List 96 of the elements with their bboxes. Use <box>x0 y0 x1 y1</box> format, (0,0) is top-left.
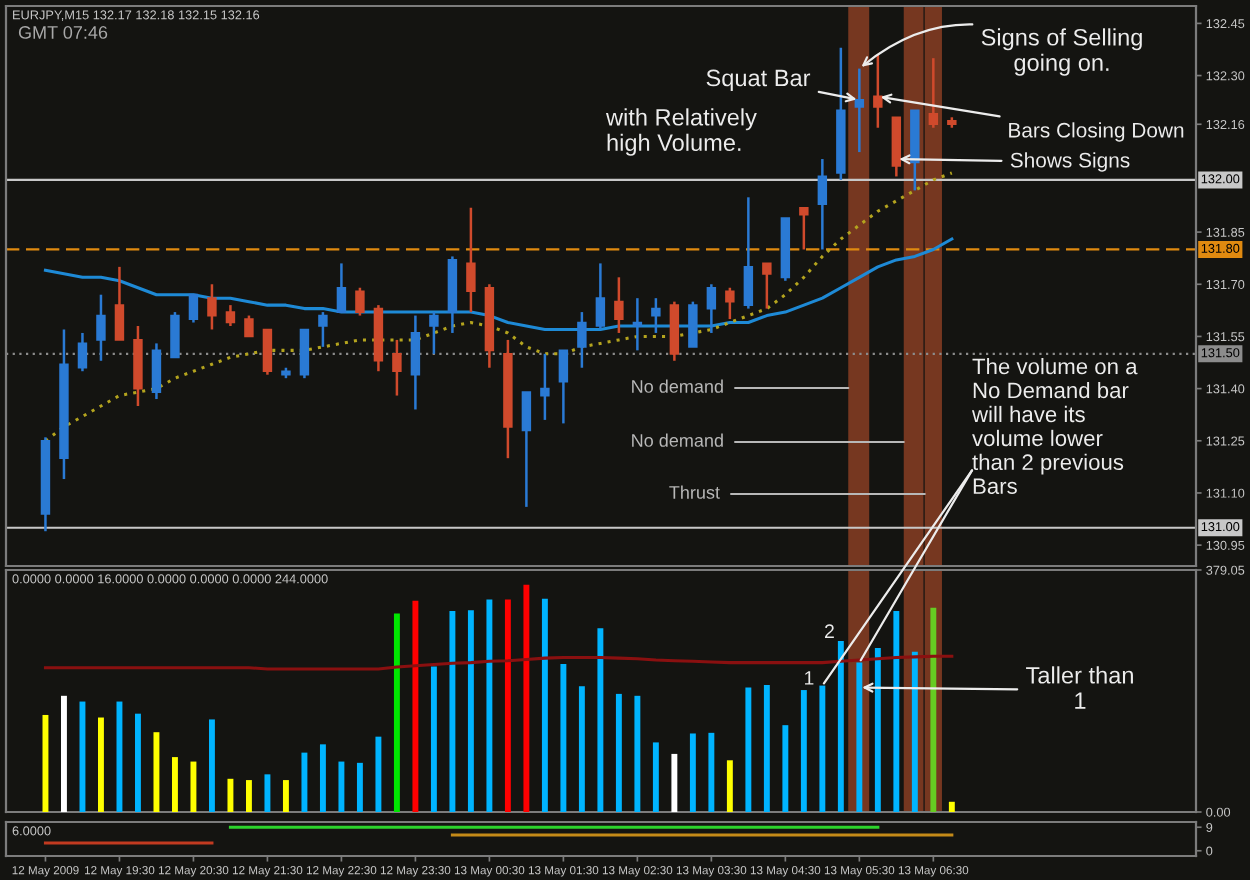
candlestick <box>928 56 939 129</box>
bar <box>61 695 67 812</box>
candlestick <box>521 390 532 509</box>
band-label: Thrust <box>669 485 720 499</box>
bar <box>486 599 493 812</box>
candlestick <box>466 206 476 314</box>
candlestick <box>540 352 550 422</box>
bar <box>467 610 474 812</box>
annotation: 1 <box>805 671 814 685</box>
bar <box>837 640 844 812</box>
candlestick <box>318 310 328 349</box>
candlestick <box>151 342 162 401</box>
candlestick <box>817 157 828 251</box>
annotation: 2 <box>825 624 834 638</box>
bar <box>763 684 770 812</box>
bar <box>153 732 160 812</box>
annotation: Taller than 1 <box>1026 666 1133 709</box>
annotation: The volume on a No Demand bar will have its volume lower than 2 previous Bars <box>971 358 1138 494</box>
annotation: with Relatively high Volume. <box>605 108 757 156</box>
candlestick <box>429 310 439 356</box>
candlestick <box>336 262 347 314</box>
bar <box>449 610 456 812</box>
bar <box>319 744 326 812</box>
candlestick <box>114 265 125 342</box>
bar <box>338 761 345 812</box>
candlestick <box>392 338 402 397</box>
bar <box>652 742 659 812</box>
bar <box>171 757 178 812</box>
bar <box>375 736 382 812</box>
bar <box>689 733 696 812</box>
bar <box>856 662 863 812</box>
band-label: No demand <box>632 379 723 393</box>
candlestick <box>762 262 772 310</box>
bar <box>356 762 363 812</box>
bar <box>819 685 826 812</box>
line-series <box>43 654 954 671</box>
bar <box>800 690 807 812</box>
annotation: Bars Closing Down <box>1009 122 1184 142</box>
bar <box>782 725 789 812</box>
bar <box>911 651 918 812</box>
candlestick <box>614 276 624 335</box>
bar <box>504 599 511 812</box>
bar <box>245 780 252 812</box>
bar <box>393 613 400 812</box>
annotation: Squat Bar <box>706 69 811 92</box>
bar <box>948 801 955 812</box>
candlestick <box>299 328 310 380</box>
bar <box>745 687 752 812</box>
candlestick <box>96 293 106 363</box>
candlestick <box>706 283 717 335</box>
candlestick <box>558 349 569 425</box>
bar <box>541 598 548 812</box>
bar <box>79 701 86 812</box>
bar <box>874 647 881 812</box>
candlestick <box>170 310 180 359</box>
candlestick <box>743 196 754 310</box>
candlestick <box>688 300 698 349</box>
candlestick <box>651 296 661 335</box>
bar <box>523 584 530 812</box>
candlestick <box>355 286 365 317</box>
annotation: GMT 07:46 <box>18 26 108 39</box>
candlestick <box>725 286 735 321</box>
bar <box>412 600 419 812</box>
candlestick <box>577 310 587 369</box>
annotation: Signs of Selling going on. <box>981 28 1142 76</box>
candlestick <box>410 314 421 411</box>
bar <box>726 760 733 812</box>
bar <box>97 717 104 812</box>
bar <box>560 663 567 812</box>
candlestick <box>77 331 88 373</box>
candlestick <box>207 283 217 331</box>
bar <box>301 752 308 812</box>
candlestick <box>799 206 809 251</box>
bar <box>615 693 622 812</box>
bar <box>208 719 215 812</box>
band-label: No demand <box>632 433 723 447</box>
candlestick <box>225 303 236 328</box>
bar <box>190 761 197 812</box>
bar <box>282 780 289 812</box>
bar <box>116 701 123 812</box>
candlestick <box>188 293 199 324</box>
candlestick <box>595 262 606 331</box>
bar <box>708 732 715 812</box>
bar <box>597 628 604 812</box>
bar <box>634 695 641 812</box>
bar <box>227 778 234 812</box>
annotation: Shows Signs <box>1010 152 1130 172</box>
candlestick <box>244 314 254 338</box>
bar <box>134 713 141 812</box>
bar <box>893 610 900 812</box>
bar <box>430 666 437 812</box>
candlestick <box>262 328 273 376</box>
bar <box>264 774 271 812</box>
candlestick <box>632 296 643 352</box>
bar <box>578 686 585 812</box>
bar <box>671 753 678 812</box>
